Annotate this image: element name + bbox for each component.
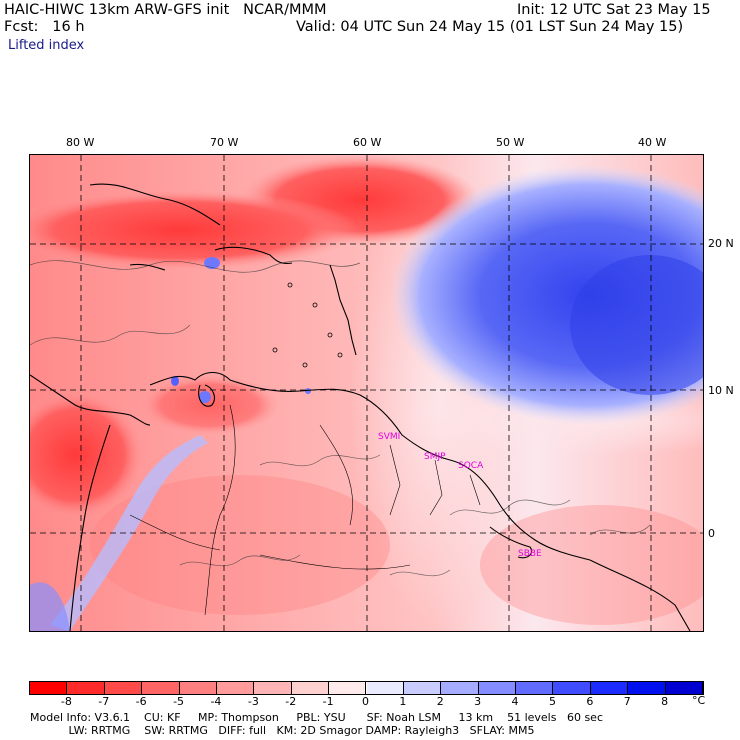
lon-label-70w: 70 W — [210, 136, 239, 149]
lat-label-equator: 0 — [708, 527, 715, 540]
colorbar-unit: °C — [692, 694, 706, 707]
lon-label-50w: 50 W — [496, 136, 525, 149]
colorbar-segment — [366, 682, 404, 694]
colorbar-segment — [441, 682, 479, 694]
colorbar-segment — [291, 682, 330, 694]
title-left: HAIC-HIWC 13km ARW-GFS init NCAR/MMM — [4, 2, 327, 18]
colorbar-segment — [553, 682, 591, 694]
lat-label-10n: 10 N — [708, 384, 734, 397]
lifted-index-map — [29, 154, 704, 632]
model-info-line2: LW: RRTMG SW: RRTMG DIFF: full KM: 2D Sm… — [30, 724, 535, 737]
colorbar-segment — [516, 682, 554, 694]
colorbar-tick-label: -1 — [322, 695, 334, 708]
valid-time: Valid: 04 UTC Sun 24 May 15 (01 LST Sun … — [296, 19, 684, 35]
colorbar-segment — [30, 682, 68, 694]
colorbar-segment — [665, 682, 703, 694]
colorbar-tick-label: -8 — [60, 695, 72, 708]
colorbar-tick-label: -3 — [247, 695, 259, 708]
colorbar-tick-label: 1 — [399, 695, 407, 708]
colorbar-segment — [590, 682, 629, 694]
colorbar-segment — [216, 682, 255, 694]
colorbar-tick-label: -2 — [285, 695, 297, 708]
init-time: Init: 12 UTC Sat 23 May 15 — [517, 2, 711, 18]
lon-label-40w: 40 W — [638, 136, 667, 149]
colorbar-segment — [403, 682, 442, 694]
colorbar-tick-label: -5 — [173, 695, 185, 708]
colorbar-segment — [67, 682, 105, 694]
colorbar-segment — [478, 682, 517, 694]
colorbar-tick-label: 4 — [511, 695, 519, 708]
field-name: Lifted index — [8, 38, 85, 53]
colorbar-tick-label: 3 — [474, 695, 482, 708]
lon-label-80w: 80 W — [66, 136, 95, 149]
station-label: SVMI — [378, 432, 401, 442]
colorbar-tick-label: 2 — [436, 695, 444, 708]
station-label: SOCA — [458, 461, 484, 471]
forecast-hour: Fcst: 16 h — [4, 19, 85, 35]
station-label: SBBE — [518, 549, 542, 559]
colorbar-segment — [254, 682, 292, 694]
colorbar-segment — [179, 682, 217, 694]
colorbar-segment — [628, 682, 666, 694]
model-info-line1: Model Info: V3.6.1 CU: KF MP: Thompson P… — [30, 711, 603, 724]
lon-label-60w: 60 W — [353, 136, 382, 149]
colorbar-segment — [142, 682, 180, 694]
station-label: SMJP — [424, 452, 446, 462]
map-canvas — [30, 155, 703, 631]
colorbar-tick-label: -6 — [135, 695, 147, 708]
colorbar-tick-label: 7 — [623, 695, 631, 708]
colorbar-tick-label: -4 — [210, 695, 222, 708]
colorbar-tick-label: -7 — [98, 695, 110, 708]
lat-label-20n: 20 N — [708, 237, 734, 250]
colorbar-tick-label: 0 — [362, 695, 369, 708]
colorbar-segment — [329, 682, 367, 694]
colorbar-segment — [104, 682, 143, 694]
colorbar — [29, 681, 704, 695]
colorbar-tick-label: 8 — [661, 695, 669, 708]
colorbar-tick-label: 5 — [548, 695, 556, 708]
colorbar-tick-label: 6 — [586, 695, 594, 708]
